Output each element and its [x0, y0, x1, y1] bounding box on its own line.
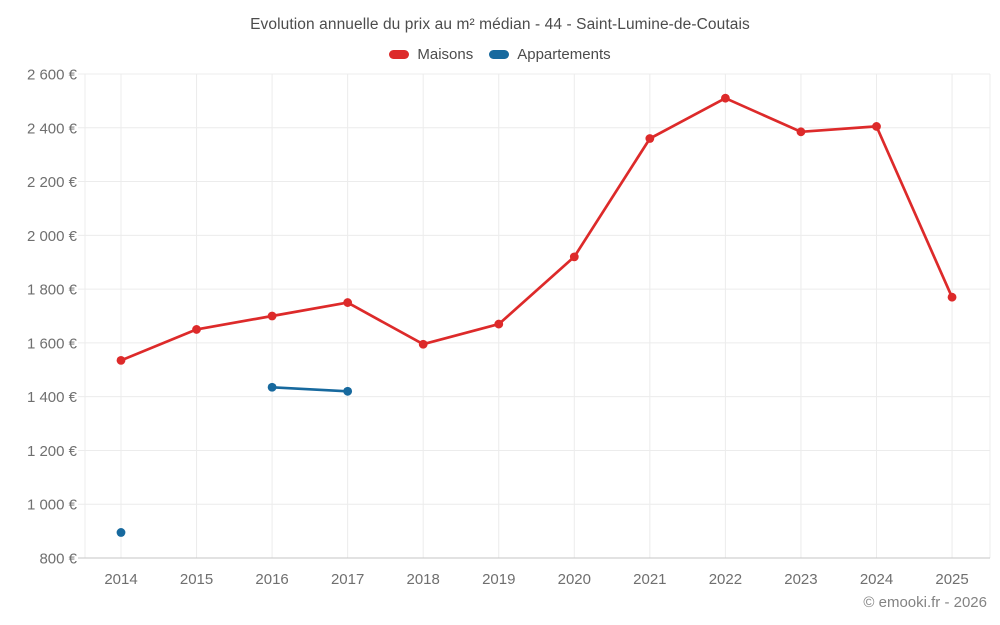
svg-text:2015: 2015 [180, 571, 213, 588]
svg-text:1 000 €: 1 000 € [27, 497, 78, 514]
y-axis-labels: 800 € 1 000 € 1 200 € 1 400 € 1 600 € 1 800 €… [27, 67, 78, 568]
maisons-swatch-icon [389, 50, 410, 59]
svg-text:2022: 2022 [709, 571, 742, 588]
appartements-swatch-icon [489, 50, 510, 59]
svg-text:2018: 2018 [407, 571, 440, 588]
svg-text:2 000 €: 2 000 € [27, 228, 78, 245]
svg-text:2 600 €: 2 600 € [27, 67, 78, 84]
svg-text:800 €: 800 € [39, 551, 77, 568]
copyright-text: © emooki.fr - 2026 [863, 594, 987, 611]
svg-text:1 600 €: 1 600 € [27, 335, 78, 352]
svg-text:2021: 2021 [633, 571, 666, 588]
svg-text:2 400 €: 2 400 € [27, 120, 78, 137]
svg-text:2014: 2014 [104, 571, 137, 588]
svg-text:2017: 2017 [331, 571, 364, 588]
legend-item-appartements: Appartements [489, 46, 611, 63]
series-lines [116, 93, 957, 537]
svg-text:2024: 2024 [860, 571, 893, 588]
legend-label-appartements: Appartements [517, 46, 611, 63]
svg-text:1 200 €: 1 200 € [27, 443, 78, 460]
legend: Maisons Appartements [0, 46, 1000, 63]
chart-title: Evolution annuelle du prix au m² médian … [250, 16, 750, 33]
svg-text:2025: 2025 [935, 571, 968, 588]
svg-text:2019: 2019 [482, 571, 515, 588]
x-axis-labels: 2014 2015 2016 2017 2018 2019 2020 2021 2022 2023… [104, 571, 968, 588]
legend-label-maisons: Maisons [417, 46, 474, 63]
svg-text:2016: 2016 [255, 571, 288, 588]
svg-text:1 400 €: 1 400 € [27, 389, 78, 406]
svg-text:2 200 €: 2 200 € [27, 174, 78, 191]
legend-item-maisons: Maisons [389, 46, 473, 63]
svg-text:2020: 2020 [558, 571, 591, 588]
gridlines [78, 73, 991, 559]
svg-text:2023: 2023 [784, 571, 817, 588]
svg-text:1 800 €: 1 800 € [27, 282, 78, 299]
